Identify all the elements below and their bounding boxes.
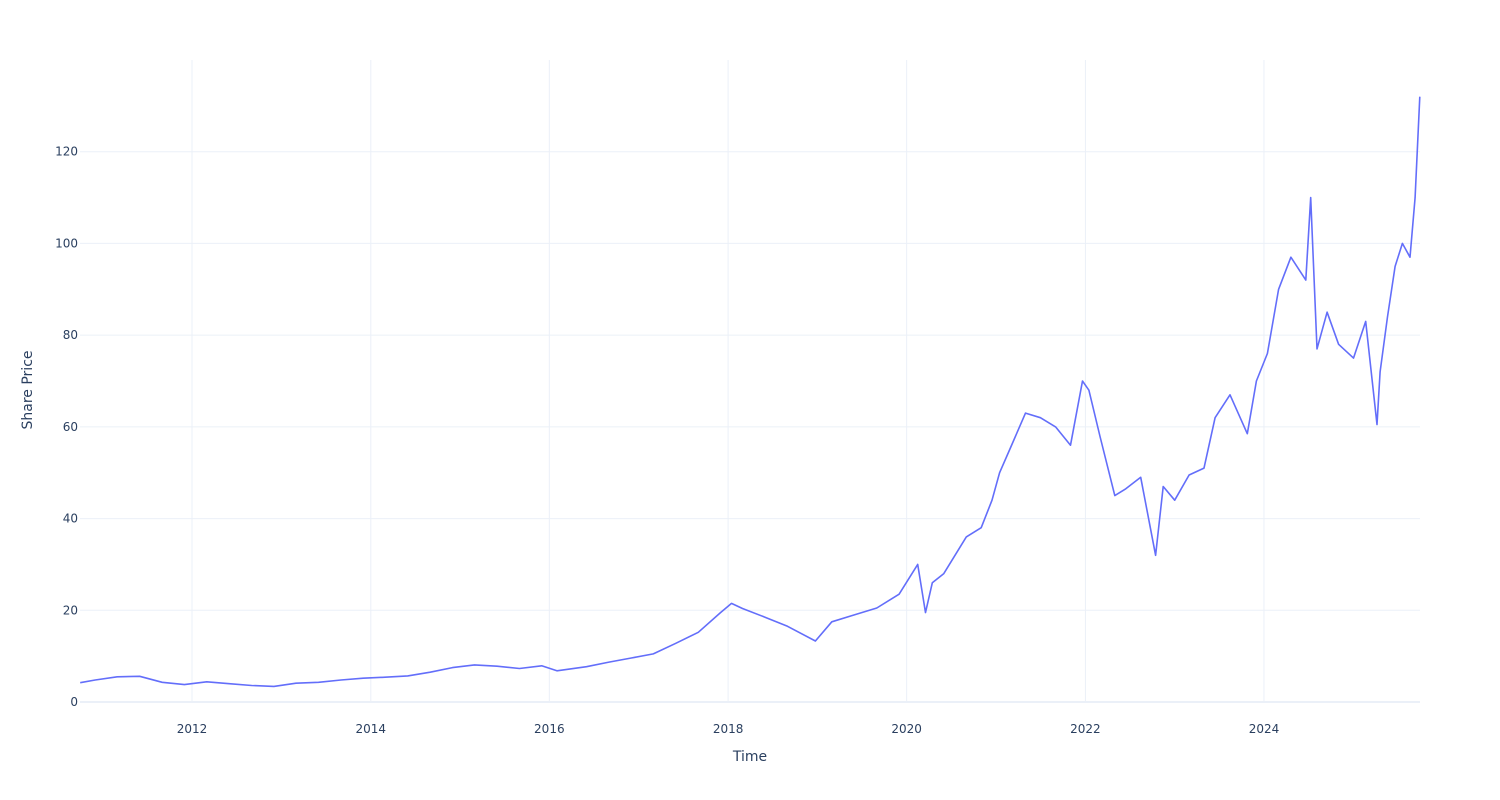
vertical-gridlines — [191, 60, 1265, 702]
y-axis-ticks: 0 20 40 60 80 100 120 — [55, 145, 78, 709]
x-axis-title: Time — [732, 749, 767, 765]
x-tick-label: 2012 — [177, 722, 208, 736]
x-tick-label: 2014 — [356, 722, 387, 736]
y-axis-title: Share Price — [20, 350, 36, 429]
y-tick-label: 40 — [63, 512, 78, 526]
horizontal-gridlines — [80, 151, 1420, 703]
x-tick-label: 2024 — [1249, 722, 1280, 736]
y-tick-label: 120 — [55, 145, 78, 159]
share-price-line — [80, 96, 1421, 688]
y-tick-label: 20 — [63, 603, 78, 617]
x-tick-label: 2018 — [713, 722, 744, 736]
y-tick-label: 0 — [70, 695, 78, 709]
y-tick-label: 80 — [63, 328, 78, 342]
y-tick-label: 100 — [55, 236, 78, 250]
x-tick-label: 2022 — [1070, 722, 1101, 736]
x-axis-ticks: 2012 2014 2016 2018 2020 2022 2024 — [177, 722, 1279, 736]
series-layer — [80, 96, 1421, 688]
y-tick-label: 60 — [63, 420, 78, 434]
x-tick-label: 2020 — [891, 722, 922, 736]
x-tick-label: 2016 — [534, 722, 565, 736]
